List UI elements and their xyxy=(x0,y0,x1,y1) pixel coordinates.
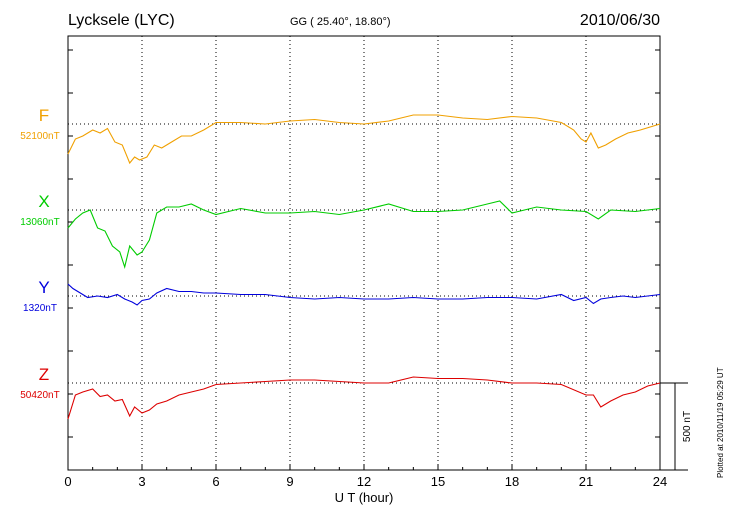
x-tick-label: 21 xyxy=(579,474,593,489)
series-line-y xyxy=(67,283,661,306)
series-line-f xyxy=(67,114,661,165)
x-tick-label: 15 xyxy=(431,474,445,489)
series-name-y: Y xyxy=(38,278,49,297)
x-tick-label: 0 xyxy=(64,474,71,489)
series-name-x: X xyxy=(38,192,49,211)
series-name-f: F xyxy=(39,106,49,125)
x-axis-label: U T (hour) xyxy=(335,490,394,505)
x-tick-label: 6 xyxy=(212,474,219,489)
x-tick-label: 12 xyxy=(357,474,371,489)
series-baseline-label: 50420nT xyxy=(20,390,59,401)
scale-bar-label: 500 nT xyxy=(682,411,693,442)
x-tick-label: 24 xyxy=(653,474,667,489)
series-name-z: Z xyxy=(39,365,49,384)
x-tick-label: 9 xyxy=(286,474,293,489)
series-line-x xyxy=(67,200,661,270)
series-baseline-label: 52100nT xyxy=(20,131,59,142)
series-baseline-label: 1320nT xyxy=(23,303,57,314)
plotted-note: Plotted at 2010/11/19 05:29 UT xyxy=(716,367,725,478)
x-tick-label: 3 xyxy=(138,474,145,489)
station-title: Lycksele (LYC) xyxy=(68,12,175,29)
date-label: 2010/06/30 xyxy=(579,12,660,29)
series-baseline-label: 13060nT xyxy=(20,217,59,228)
series-line-z xyxy=(67,376,661,420)
x-tick-label: 18 xyxy=(505,474,519,489)
coordinate-label: GG ( 25.40°, 18.80°) xyxy=(290,16,391,28)
